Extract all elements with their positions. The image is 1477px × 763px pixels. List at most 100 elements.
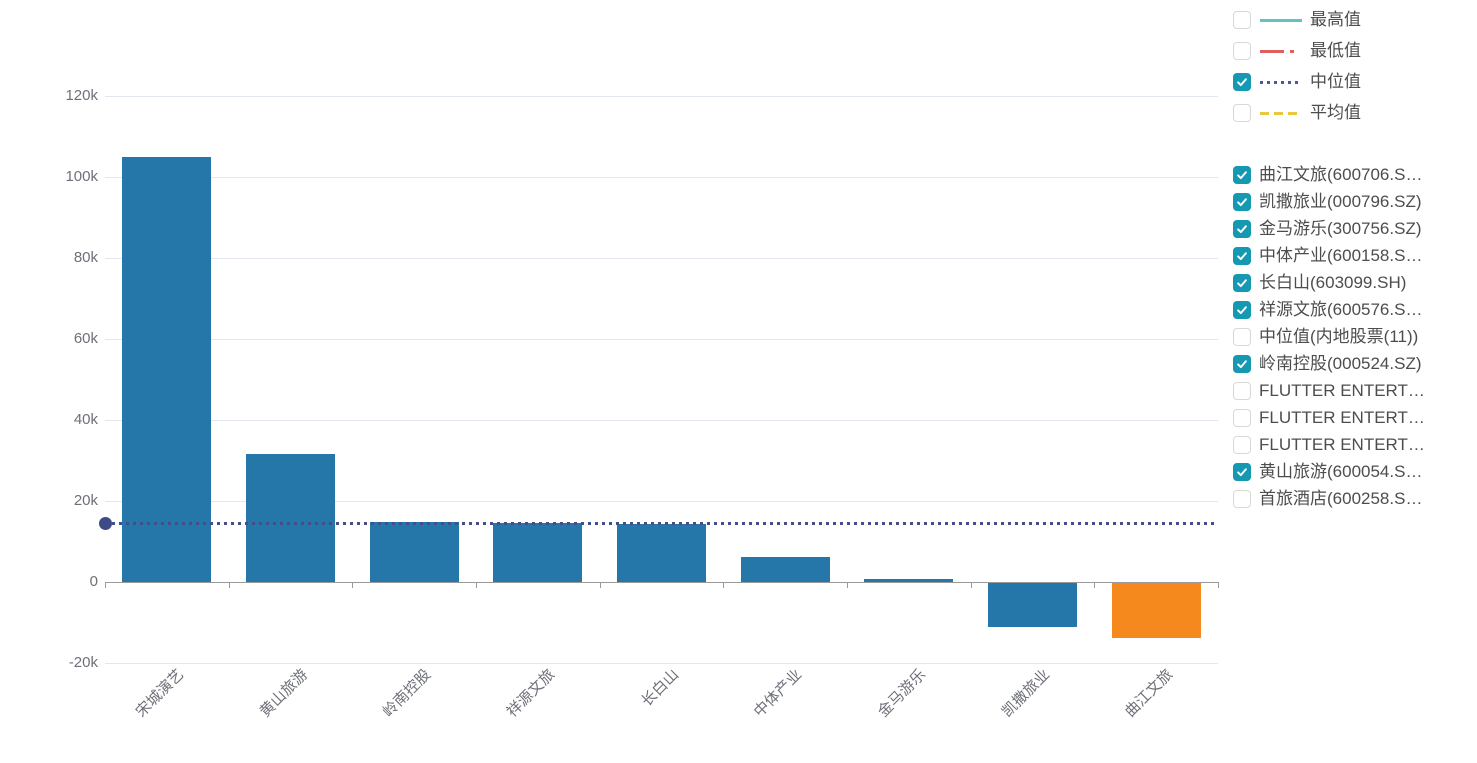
median-line-dot <box>98 516 112 530</box>
x-axis-tick-mark <box>970 582 972 588</box>
checkbox-unchecked[interactable] <box>1233 409 1251 427</box>
legend-label: 黄山旅游(600054.S… <box>1259 462 1423 481</box>
checkbox-checked[interactable] <box>1233 355 1251 373</box>
stock-legend-item-5[interactable]: 祥源文旅(600576.S… <box>1233 299 1477 321</box>
legend-label: 平均值 <box>1310 103 1361 122</box>
legend-label: 中位值(内地股票(11)) <box>1259 327 1419 346</box>
y-axis-tick-label: 120k <box>65 87 98 104</box>
x-axis-tick-mark <box>105 582 106 588</box>
legend-label: 中位值 <box>1310 72 1361 91</box>
legend-label: 祥源文旅(600576.S… <box>1259 300 1423 319</box>
legend-label: FLUTTER ENTERT… <box>1259 435 1425 454</box>
gridline <box>105 258 1218 259</box>
x-axis-tick-mark <box>476 582 477 588</box>
x-axis-label: 岭南控股 <box>379 666 435 721</box>
stat-legend-item-0[interactable]: 最高值 <box>1233 9 1477 31</box>
stat-legend-item-2[interactable]: 中位值 <box>1233 71 1477 93</box>
gridline <box>105 177 1218 178</box>
stock-legend-item-9[interactable]: FLUTTER ENTERT… <box>1233 407 1477 429</box>
x-axis-tick-mark <box>723 582 725 588</box>
checkbox-unchecked[interactable] <box>1233 490 1251 508</box>
stat-legend-item-1[interactable]: 最低值 <box>1233 40 1477 62</box>
stock-legend-item-4[interactable]: 长白山(603099.SH) <box>1233 272 1477 294</box>
bar-2[interactable] <box>369 522 459 582</box>
stock-legend-item-7[interactable]: 岭南控股(000524.SZ) <box>1233 353 1477 375</box>
x-axis-tick-mark <box>847 582 848 588</box>
x-axis-label: 曲江文旅 <box>1121 666 1177 721</box>
x-axis-label: 中体产业 <box>750 666 806 721</box>
stat-legend-item-3[interactable]: 平均值 <box>1233 102 1477 124</box>
bar-5[interactable] <box>740 557 830 582</box>
stock-legend-item-2[interactable]: 金马游乐(300756.SZ) <box>1233 218 1477 240</box>
stock-legend-item-10[interactable]: FLUTTER ENTERT… <box>1233 434 1477 456</box>
legend-label: 首旅酒店(600258.S… <box>1259 489 1423 508</box>
bar-1[interactable] <box>246 454 335 582</box>
stock-legend-item-11[interactable]: 黄山旅游(600054.S… <box>1233 461 1477 483</box>
checkbox-checked[interactable] <box>1233 73 1251 91</box>
stock-legend-item-3[interactable]: 中体产业(600158.S… <box>1233 245 1477 267</box>
stock-legend-item-1[interactable]: 凯撒旅业(000796.SZ) <box>1233 191 1477 213</box>
checkbox-unchecked[interactable] <box>1233 382 1251 400</box>
x-axis-label: 金马游乐 <box>874 666 929 721</box>
checkbox-checked[interactable] <box>1233 463 1251 481</box>
legend-label: 岭南控股(000524.SZ) <box>1259 354 1422 373</box>
legend-label: 金马游乐(300756.SZ) <box>1259 219 1422 238</box>
y-axis-tick-label: 0 <box>89 573 98 590</box>
checkbox-unchecked[interactable] <box>1233 436 1251 454</box>
bar-8[interactable] <box>1111 583 1201 638</box>
stock-legend-item-0[interactable]: 曲江文旅(600706.S… <box>1233 164 1477 186</box>
legend-label: 最低值 <box>1310 41 1361 60</box>
zero-axis-line <box>105 582 1218 583</box>
x-axis-tick-mark <box>228 582 230 588</box>
legend-label: 凯撒旅业(000796.SZ) <box>1259 192 1422 211</box>
x-axis-label: 凯撒旅业 <box>998 666 1053 721</box>
y-axis-tick-label: 60k <box>73 330 98 347</box>
y-axis-tick-label: -20k <box>68 654 98 671</box>
x-axis-label: 黄山旅游 <box>256 666 311 721</box>
bar-4[interactable] <box>617 523 706 582</box>
dashdot-line-sample-icon <box>1260 49 1302 53</box>
bar-3[interactable] <box>493 522 583 582</box>
gridline <box>105 339 1218 340</box>
solid-line-sample-icon <box>1260 18 1302 22</box>
gridline <box>105 663 1218 664</box>
x-axis-tick-mark <box>599 582 601 588</box>
dashed-line-sample-icon <box>1260 111 1302 115</box>
legend-label: 长白山(603099.SH) <box>1259 273 1407 292</box>
x-axis-label: 祥源文旅 <box>503 666 558 721</box>
legend-label: 中体产业(600158.S… <box>1259 246 1423 265</box>
x-axis-tick-mark <box>352 582 354 588</box>
legend-label: 曲江文旅(600706.S… <box>1259 165 1423 184</box>
y-axis-tick-label: 100k <box>65 168 98 185</box>
checkbox-checked[interactable] <box>1233 274 1251 292</box>
stock-legend-item-12[interactable]: 首旅酒店(600258.S… <box>1233 488 1477 510</box>
checkbox-checked[interactable] <box>1233 247 1251 265</box>
checkbox-unchecked[interactable] <box>1233 42 1251 60</box>
y-axis-tick-label: 80k <box>73 249 98 266</box>
checkbox-unchecked[interactable] <box>1233 11 1251 29</box>
checkbox-checked[interactable] <box>1233 220 1251 238</box>
y-axis-tick-label: 40k <box>73 411 98 428</box>
gridline <box>105 96 1218 97</box>
stock-legend-item-6[interactable]: 中位值(内地股票(11)) <box>1233 326 1477 348</box>
x-axis-tick-mark <box>1094 582 1096 588</box>
legend-label: 最高值 <box>1310 10 1361 29</box>
legend-label: FLUTTER ENTERT… <box>1259 381 1425 400</box>
gridline <box>105 420 1218 421</box>
bar-7[interactable] <box>988 583 1077 627</box>
gridline <box>105 501 1218 502</box>
y-axis-tick-label: 20k <box>73 492 98 509</box>
bar-0[interactable] <box>122 156 212 582</box>
stock-series-legend: 曲江文旅(600706.S… 凯撒旅业(000796.SZ) 金马游乐(300756… <box>1233 164 1477 515</box>
checkbox-unchecked[interactable] <box>1233 104 1251 122</box>
checkbox-checked[interactable] <box>1233 193 1251 211</box>
checkbox-checked[interactable] <box>1233 301 1251 319</box>
x-axis-label: 长白山 <box>637 666 682 710</box>
checkbox-unchecked[interactable] <box>1233 328 1251 346</box>
checkbox-checked[interactable] <box>1233 166 1251 184</box>
bar-6[interactable] <box>864 579 954 582</box>
stock-legend-item-8[interactable]: FLUTTER ENTERT… <box>1233 380 1477 402</box>
legend-label: FLUTTER ENTERT… <box>1259 408 1425 427</box>
median-line <box>105 521 1218 525</box>
